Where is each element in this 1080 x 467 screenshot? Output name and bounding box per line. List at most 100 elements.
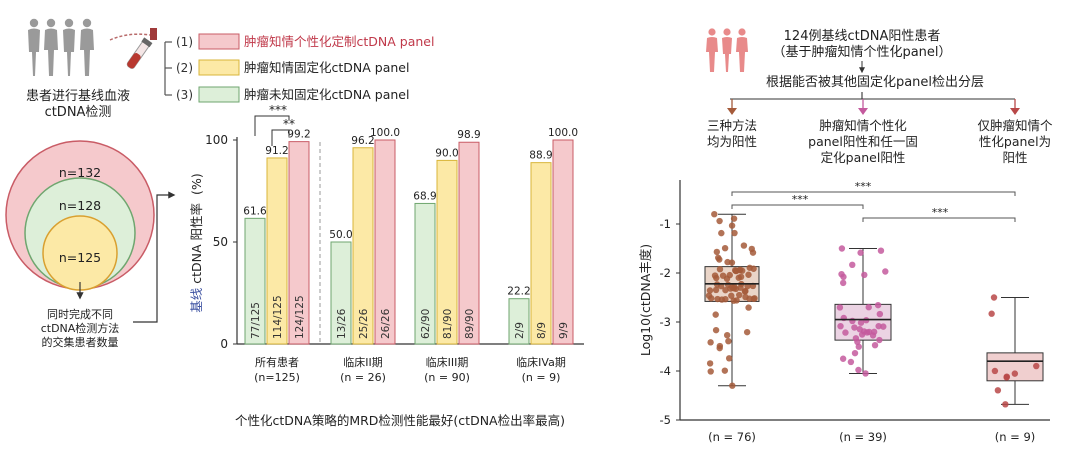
panel-swatch-1	[198, 33, 240, 50]
box-point-1-15	[869, 332, 877, 339]
bar-ylabel: 基线 ctDNA 阳性率 (%)	[189, 173, 204, 312]
box-point-1-32	[857, 319, 865, 326]
box-xlabels: (n = 76) (n = 39) (n = 9)	[708, 430, 1035, 444]
box-point-0-53	[725, 337, 732, 345]
box-point-1-3	[837, 322, 844, 330]
venn-label-outer: n=132	[59, 165, 101, 180]
cohort-label-line1: 患者进行基线血液	[26, 89, 130, 104]
bar-fraction-label-g3-s0: 2/9	[514, 322, 526, 339]
bar-g2-s0	[414, 202, 436, 345]
box-point-1-31	[840, 273, 847, 281]
bar-ytick-50: 50	[213, 235, 228, 249]
box-point-0-35	[737, 273, 745, 281]
box-branch-arrow-2	[1010, 108, 1020, 115]
box-point-0-20	[725, 355, 733, 362]
bar-g1-s2	[374, 139, 396, 345]
box-point-0-39	[712, 311, 719, 318]
bar-g2-s1	[436, 159, 458, 345]
box-point-2-6	[1033, 362, 1040, 370]
box-point-2-3	[988, 310, 995, 317]
bar-fraction-label-g2-s2: 89/90	[464, 309, 476, 339]
box-sig-label-1: ***	[855, 180, 872, 193]
box-point-0-59	[743, 328, 751, 336]
box-point-1-22	[857, 249, 864, 256]
box-ytick-4: -5	[660, 413, 671, 427]
body-icon	[706, 28, 748, 72]
bar-fraction-label-g3-s2: 9/9	[558, 322, 570, 339]
venn-note-line2: ctDNA检测方法	[41, 321, 120, 335]
bar-sig-label-1: ***	[269, 103, 287, 117]
box-point-0-71	[723, 331, 731, 339]
venn-label-middle: n=128	[59, 198, 101, 213]
venn-note-line3: 的交集患者数量	[42, 335, 119, 349]
bar-fraction-label-g3-s1: 8/9	[536, 322, 548, 339]
box-point-0-67	[706, 287, 714, 294]
box-point-0-43	[705, 292, 713, 299]
box-branch-arrow-1	[858, 108, 868, 115]
panel-num-2: (2)	[176, 61, 193, 75]
bar-fraction-label-g0-s0: 77/125	[250, 302, 262, 339]
box-yticks: -1 -2 -3 -4 -5	[660, 217, 680, 427]
box-point-1-2	[855, 366, 862, 374]
box-point-0-65	[712, 326, 720, 334]
box-header-line2: （基于肿瘤知情个性化panel）	[772, 44, 951, 60]
box-point-0-66	[715, 254, 722, 261]
bar-g2-s2	[458, 141, 480, 345]
bar-group-sublabel-1: (n = 26)	[340, 371, 386, 384]
box-significance	[731, 191, 1016, 222]
box-point-0-12	[712, 286, 720, 294]
box-point-0-26	[731, 229, 738, 237]
box-point-0-34	[706, 360, 714, 367]
box-layer	[704, 211, 1044, 408]
box-point-2-5	[1011, 370, 1019, 377]
box-point-1-9	[855, 343, 862, 350]
blood-tube-icon	[109, 28, 157, 69]
bar-value-label-g0-s0: 61.6	[243, 205, 267, 217]
box-point-1-1	[862, 370, 869, 377]
box-ytick-3: -4	[660, 364, 671, 378]
box-point-0-10	[713, 248, 721, 256]
bar-value-label-g2-s1: 90.0	[435, 147, 458, 159]
box-sig-label-3: ***	[932, 206, 949, 219]
bar-g0-s1	[266, 157, 288, 345]
box-point-1-4	[876, 310, 884, 318]
bar-fraction-label-g1-s0: 13/26	[336, 308, 348, 339]
bar-fraction-label-g1-s1: 25/26	[358, 308, 370, 339]
bar-value-label-g0-s2: 99.2	[287, 129, 310, 141]
bar-g3-s1	[530, 162, 552, 345]
box-ytick-1: -2	[660, 266, 671, 280]
box-point-1-36	[876, 336, 883, 344]
panel-label-1: 肿瘤知情个性化定制ctDNA panel	[244, 34, 434, 49]
box-group-title-2-line-2: 阳性	[1002, 150, 1027, 165]
box-chart: 124例基线ctDNA阳性患者 （基于肿瘤知情个性化panel） 根据能否被其他…	[638, 28, 1053, 444]
box-point-1-12	[851, 324, 858, 331]
box-point-0-47	[748, 245, 755, 253]
box-point-0-63	[739, 267, 746, 274]
bar-value-label-g2-s0: 68.9	[413, 190, 436, 202]
venn-note-line1: 同时完成不同	[47, 307, 113, 321]
bar-fraction-label-g2-s1: 81/90	[442, 309, 454, 339]
box-point-2-0	[990, 294, 998, 301]
box-group-title-2-line-1: 性化panel为	[979, 134, 1051, 149]
box-point-0-14	[716, 265, 724, 273]
bar-group-label-0: 所有患者	[255, 355, 299, 369]
box-group-title-2-line-0: 仅肿瘤知情个	[977, 118, 1053, 133]
box-xlabel-2: (n = 9)	[995, 430, 1036, 444]
panel-label-3: 肿瘤未知固定化ctDNA panel	[244, 87, 409, 102]
box-point-0-37	[707, 368, 714, 375]
box-sig-label-2: ***	[792, 193, 809, 206]
box-point-0-56	[746, 264, 753, 271]
bar-ylabel-main: ctDNA 阳性率	[189, 203, 204, 288]
bar-group-sublabel-0: (n=125)	[254, 371, 300, 384]
box-point-1-38	[836, 304, 844, 311]
bar-group-label-3: 临床IVa期	[516, 355, 566, 369]
box-point-1-18	[875, 322, 882, 330]
bar-value-label-g3-s0: 22.2	[507, 286, 530, 298]
box-group-title-1-line-0: 肿瘤知情个性化	[819, 118, 907, 133]
bar-sig-label-2: **	[283, 117, 295, 131]
box-point-1-5	[849, 317, 856, 325]
bar-ylabel-unit: (%)	[189, 173, 204, 195]
box-group-title-1-line-2: 定化panel阳性	[821, 150, 906, 165]
box-point-0-16	[740, 242, 748, 249]
box-point-1-25	[852, 335, 860, 342]
